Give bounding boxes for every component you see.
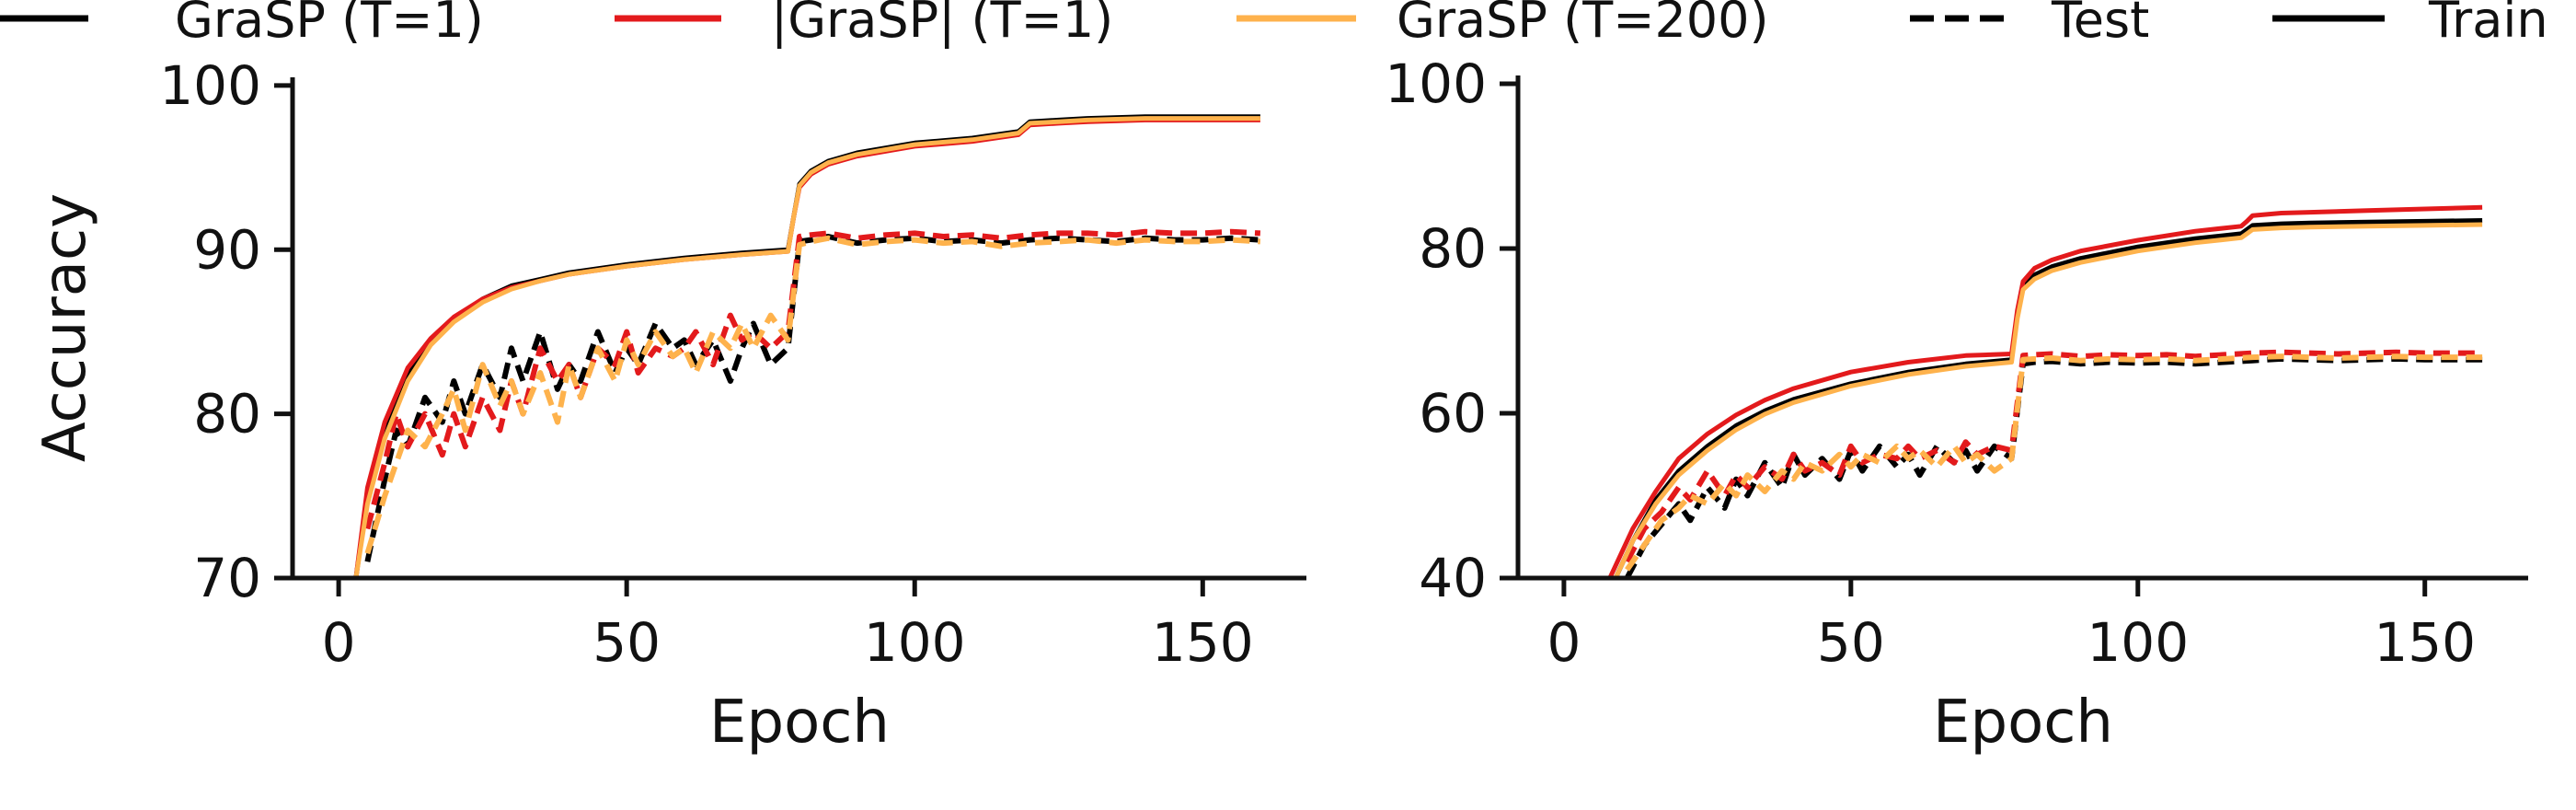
legend: GraSP (T=1) |GraSP| (T=1) GraSP (T=200) Tes… — [0, 0, 2548, 49]
right-line-grasp-t-200-train — [1613, 222, 2483, 578]
right-x-tick-label: 50 — [1817, 611, 1885, 674]
left-y-axis-title: Accuracy — [31, 193, 99, 462]
left-x-tick-label: 50 — [592, 611, 661, 674]
right-y-tick-label: 40 — [1419, 547, 1487, 609]
left-x-tick-label: 100 — [864, 611, 966, 674]
left-y-tick-label: 80 — [193, 383, 261, 446]
right-y-tick-label: 80 — [1419, 217, 1487, 280]
legend-label-train: Train — [2428, 0, 2548, 49]
right-x-axis-title: Epoch — [1933, 688, 2113, 757]
left-series-group — [353, 114, 1261, 578]
legend-entry-train: Train — [2272, 0, 2548, 49]
legend-label-grasp-t-1: GraSP (T=1) — [175, 0, 484, 49]
left-y-tick-label: 100 — [159, 54, 261, 117]
right-line-grasp-t-1-test — [1624, 349, 2483, 563]
left-line-grasp-t-1-train — [353, 117, 1260, 578]
left-line-grasp-t-1-train — [353, 114, 1260, 578]
left-x-tick-label: 150 — [1152, 611, 1254, 674]
right-panel: 0 50 100 150 40 60 80 100 Epoch — [1385, 52, 2528, 757]
left-y-tick-label: 70 — [193, 547, 261, 609]
legend-entry-test: Test — [1910, 0, 2149, 49]
right-x-tick-label: 100 — [2087, 611, 2189, 674]
legend-entry-grasp-t-1: |GraSP| (T=1) — [615, 0, 1113, 49]
right-series-group — [1607, 204, 2483, 578]
left-y-tick-label: 90 — [193, 218, 261, 281]
legend-entry-grasp-t-1: GraSP (T=1) — [0, 0, 484, 49]
legend-entry-grasp-t-200: GraSP (T=200) — [1236, 0, 1769, 49]
legend-label-grasp-t-1: |GraSP| (T=1) — [771, 0, 1113, 49]
right-line-grasp-t-200-test — [1625, 353, 2483, 572]
right-line-grasp-t-1-train — [1607, 204, 2483, 578]
legend-label-grasp-t-200: GraSP (T=200) — [1397, 0, 1769, 49]
legend-label-test: Test — [2051, 0, 2149, 49]
left-line-grasp-t-200-train — [353, 116, 1260, 578]
right-x-tick-label: 0 — [1547, 611, 1581, 674]
left-x-tick-label: 0 — [322, 611, 356, 674]
right-x-tick-label: 150 — [2374, 611, 2476, 674]
right-y-tick-label: 60 — [1419, 382, 1487, 445]
left-line-grasp-t-1-test — [364, 228, 1261, 530]
right-line-grasp-t-1-test — [1624, 355, 2483, 578]
left-x-axis-title: Epoch — [709, 688, 890, 757]
left-panel: 0 50 100 150 70 80 90 100 Epoch Accuracy — [31, 54, 1306, 757]
right-y-tick-label: 100 — [1385, 52, 1487, 115]
